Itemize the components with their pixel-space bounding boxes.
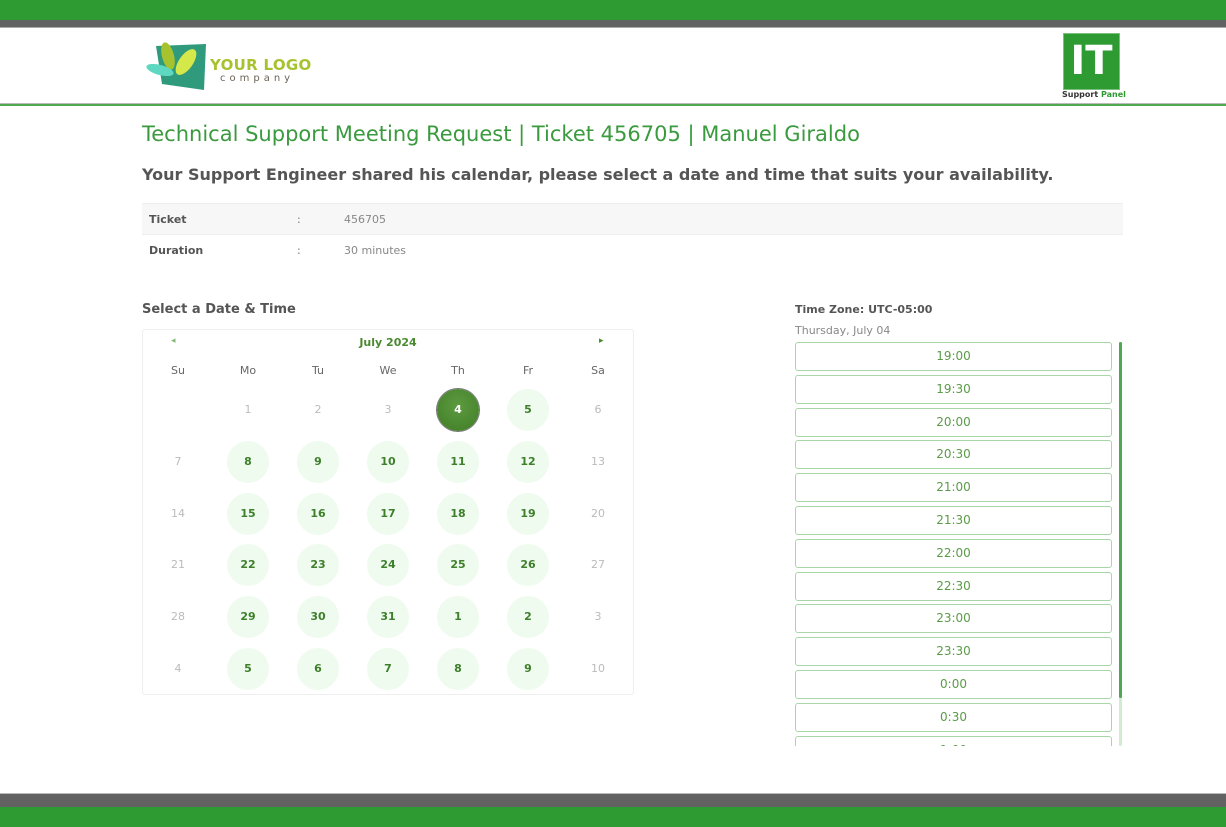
it-badge-caption: Support Panel: [1062, 90, 1126, 99]
page-title: Technical Support Meeting Request | Tick…: [142, 122, 860, 146]
calendar-day[interactable]: 9: [507, 648, 549, 690]
calendar-day[interactable]: 11: [437, 440, 479, 483]
it-badge: IT: [1063, 33, 1120, 90]
time-slot[interactable]: 23:00: [795, 604, 1112, 634]
selected-date-label: Thursday, July 04: [795, 324, 891, 337]
calendar-day: 7: [174, 454, 182, 468]
leaf-logo-icon: [146, 42, 206, 90]
calendar: ◂ July 2024 ▸ Su Mo Tu We Th Fr Sa 1 2 3 4 5 6 7 8 9 10 1…: [142, 329, 634, 695]
calendar-day[interactable]: 15: [227, 492, 269, 535]
time-slot-scrollbar[interactable]: [1119, 342, 1122, 746]
select-date-label: Select a Date & Time: [142, 302, 296, 317]
weekday-fr: Fr: [522, 364, 534, 377]
calendar-day: 1: [244, 403, 252, 416]
time-slot[interactable]: 21:00: [795, 473, 1112, 503]
time-slot[interactable]: 19:00: [795, 342, 1112, 371]
calendar-day: 3: [594, 610, 602, 624]
calendar-day[interactable]: 26: [507, 544, 549, 587]
calendar-day[interactable]: 23: [297, 544, 339, 587]
top-bar: [0, 0, 1226, 20]
time-slot[interactable]: 19:30: [795, 374, 1112, 404]
scrollbar-thumb[interactable]: [1119, 342, 1122, 698]
time-slot[interactable]: 22:00: [795, 538, 1112, 568]
calendar-day: 13: [591, 454, 605, 468]
calendar-day[interactable]: 17: [367, 492, 409, 535]
calendar-day[interactable]: 25: [437, 544, 479, 587]
time-slot[interactable]: 20:30: [795, 440, 1112, 470]
time-slot[interactable]: 1:00: [795, 735, 1112, 746]
calendar-day[interactable]: 19: [507, 492, 549, 535]
calendar-day-selected[interactable]: 4: [437, 389, 479, 431]
calendar-day[interactable]: 5: [507, 389, 549, 431]
time-slot[interactable]: 0:00: [795, 669, 1112, 699]
ticket-info-table: Ticket:456705 Duration:30 minutes: [142, 203, 1123, 265]
calendar-day: 20: [591, 506, 605, 520]
time-slot-list: 19:00 19:30 20:00 20:30 21:00 21:30 22:00 22:30…: [795, 342, 1112, 746]
info-row-duration: Duration:30 minutes: [142, 234, 1123, 265]
top-bar-stripe: [0, 20, 1226, 28]
calendar-day[interactable]: 16: [297, 492, 339, 535]
weekday-sa: Sa: [591, 364, 605, 377]
calendar-day[interactable]: 1: [437, 596, 479, 639]
calendar-day[interactable]: 7: [367, 648, 409, 690]
calendar-day[interactable]: 18: [437, 492, 479, 535]
time-slot[interactable]: 23:30: [795, 637, 1112, 667]
calendar-day: 3: [384, 403, 392, 416]
calendar-day[interactable]: 6: [297, 648, 339, 690]
calendar-day: 4: [174, 662, 182, 675]
footer-stripe: [0, 793, 1226, 807]
footer-bar: [0, 807, 1226, 827]
calendar-day[interactable]: 22: [227, 544, 269, 587]
calendar-day: 10: [591, 662, 605, 675]
calendar-day[interactable]: 2: [507, 596, 549, 639]
prev-month-button[interactable]: ◂: [171, 336, 176, 346]
calendar-day[interactable]: 12: [507, 440, 549, 483]
time-slot[interactable]: 22:30: [795, 571, 1112, 601]
calendar-day[interactable]: 8: [227, 440, 269, 483]
calendar-day: 2: [314, 403, 322, 416]
header-divider: [0, 103, 1226, 106]
calendar-day[interactable]: 10: [367, 440, 409, 483]
calendar-day: 6: [594, 403, 602, 416]
calendar-day: 21: [171, 558, 185, 572]
time-slot[interactable]: 0:30: [795, 702, 1112, 732]
calendar-day[interactable]: 29: [227, 596, 269, 639]
calendar-day[interactable]: 9: [297, 440, 339, 483]
calendar-month: July 2024: [359, 336, 417, 349]
calendar-day: 28: [171, 610, 185, 624]
timezone-label: Time Zone: UTC-05:00: [795, 303, 933, 316]
next-month-button[interactable]: ▸: [599, 336, 604, 346]
calendar-day[interactable]: 30: [297, 596, 339, 639]
weekday-th: Th: [451, 364, 465, 377]
info-row-ticket: Ticket:456705: [142, 203, 1123, 234]
calendar-day[interactable]: 5: [227, 648, 269, 690]
calendar-day: 27: [591, 558, 605, 572]
weekday-we: We: [379, 364, 397, 377]
page-subtitle: Your Support Engineer shared his calenda…: [142, 165, 1054, 184]
calendar-day: 14: [171, 506, 185, 520]
weekday-su: Su: [171, 364, 185, 377]
time-slot[interactable]: 21:30: [795, 505, 1112, 535]
weekday-tu: Tu: [311, 364, 325, 377]
company-logo: YOUR LOGO company: [146, 40, 316, 92]
time-slot[interactable]: 20:00: [795, 407, 1112, 437]
calendar-day[interactable]: 24: [367, 544, 409, 587]
weekday-mo: Mo: [239, 364, 257, 377]
calendar-day[interactable]: 8: [437, 648, 479, 690]
calendar-day[interactable]: 31: [367, 596, 409, 639]
